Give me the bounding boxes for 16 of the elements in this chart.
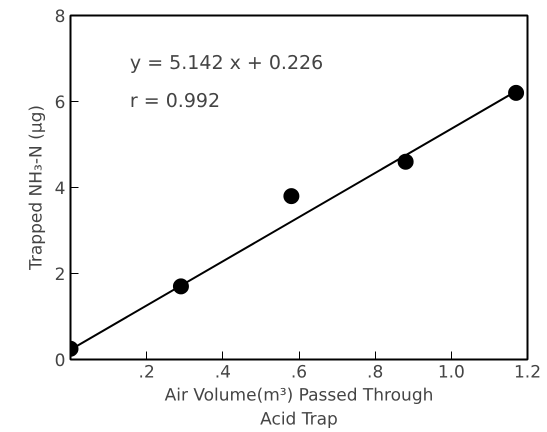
- x-tick-label: 1.0: [438, 362, 465, 382]
- annotation: r = 0.992: [130, 90, 220, 112]
- x-tick-label: 1.2: [514, 362, 542, 382]
- x-tick-label: .4: [214, 362, 231, 382]
- y-tick-label: 4: [54, 179, 66, 199]
- x-tick-label: .8: [367, 362, 384, 382]
- point: [283, 188, 300, 204]
- y-tick-label: 8: [54, 7, 66, 27]
- annotation: y = 5.142 x + 0.226: [130, 52, 324, 74]
- y-tick-label: 6: [54, 93, 66, 113]
- y-tick-label: 0: [54, 351, 66, 371]
- y-tick-label: 2: [54, 265, 66, 285]
- x-tick-label: .2: [138, 362, 155, 382]
- y-axis-title: Trapped NH₃-N (μg): [26, 105, 47, 271]
- x-axis-title: Air Volume(m³) Passed Through Acid Trap: [164, 386, 434, 430]
- x-tick-label: .6: [290, 362, 308, 382]
